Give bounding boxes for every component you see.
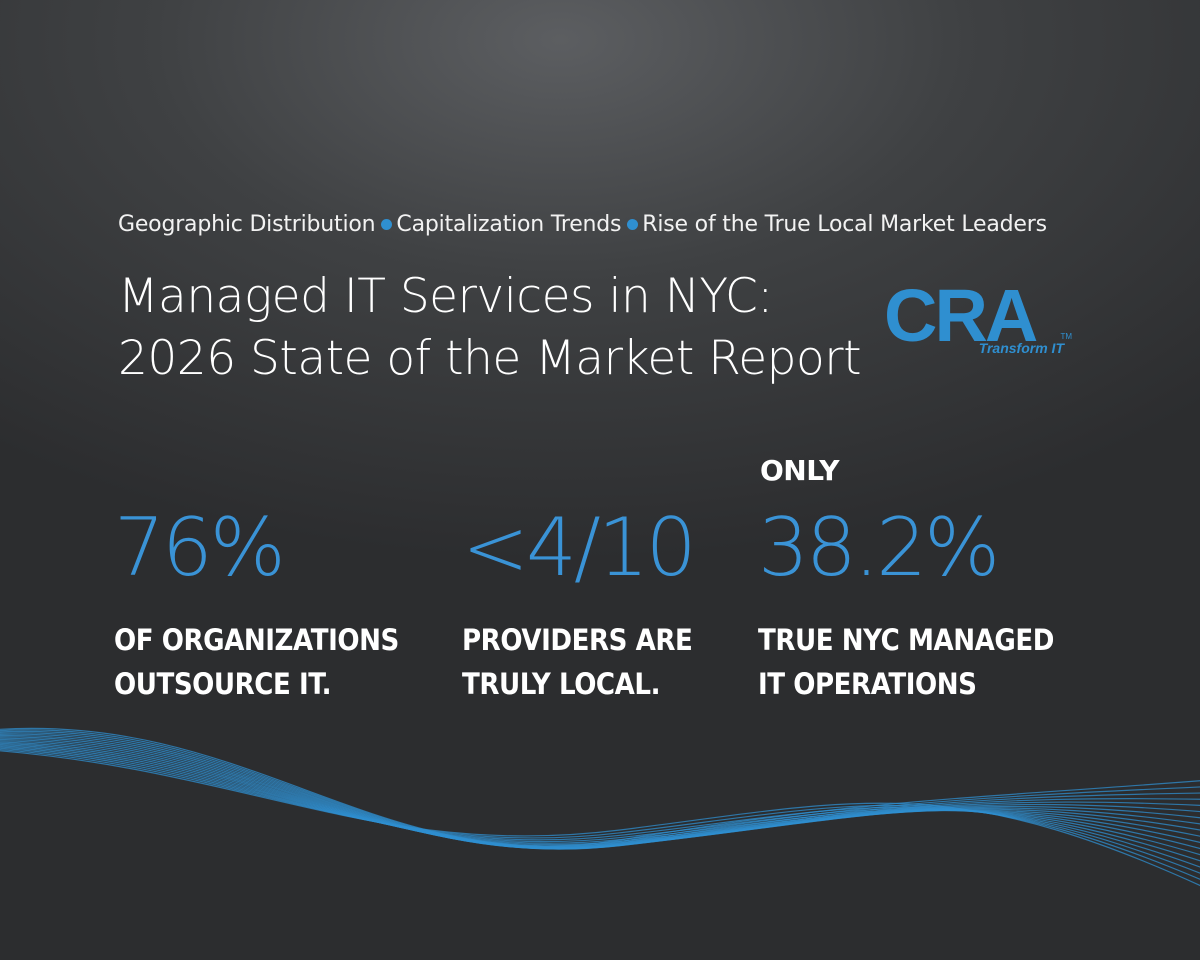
wave-line	[0, 741, 1200, 848]
stat-local-providers: <4/10 PROVIDERS ARE TRULY LOCAL.	[462, 500, 718, 706]
stat-desc-line-2: TRULY LOCAL.	[462, 667, 661, 701]
bullet-dot-icon	[381, 218, 393, 230]
tagline-item-local-leaders: Rise of the True Local Market Leaders	[642, 212, 1047, 237]
stat-true-nyc: ONLY 38.2% TRUE NYC MANAGED IT OPERATION…	[758, 454, 1087, 706]
wave-line	[0, 727, 1200, 847]
tagline-item-geographic: Geographic Distribution	[118, 212, 376, 237]
stat-desc-line-2: IT OPERATIONS	[758, 667, 977, 701]
stat-desc-line-1: TRUE NYC MANAGED	[758, 623, 1055, 657]
stat-prefix: ONLY	[760, 454, 840, 487]
title-line-2: 2026 State of the Market Report	[118, 331, 862, 386]
cra-logo: CRA TM Transform IT	[884, 276, 1084, 358]
stat-desc-line-1: OF ORGANIZATIONS	[114, 623, 399, 657]
decorative-waves	[0, 727, 1200, 887]
stat-outsource: 76% OF ORGANIZATIONS OUTSOURCE IT.	[114, 500, 430, 706]
logo-wordmark: CRA	[884, 274, 1038, 357]
logo-trademark: TM	[1060, 332, 1072, 341]
wave-line	[0, 747, 1200, 874]
tagline-item-capitalization: Capitalization Trends	[396, 212, 622, 237]
stat-description: PROVIDERS ARE TRULY LOCAL.	[462, 618, 693, 706]
wave-line	[0, 729, 1200, 848]
bullet-dot-icon	[627, 218, 639, 230]
wave-line	[0, 742, 1200, 850]
stat-value: 76%	[114, 501, 286, 594]
stat-value: 38.2%	[758, 501, 1000, 594]
logo-tagline: Transform IT	[978, 340, 1064, 356]
stat-description: OF ORGANIZATIONS OUTSOURCE IT.	[114, 618, 399, 706]
stat-description: TRUE NYC MANAGED IT OPERATIONS	[758, 618, 1054, 706]
wave-line	[0, 743, 1200, 856]
wave-line	[0, 750, 1200, 887]
report-title: Managed IT Services in NYC: 2026 State o…	[118, 266, 862, 390]
title-line-1: Managed IT Services in NYC:	[118, 269, 773, 324]
topic-tagline: Geographic Distribution Capitalization Tr…	[118, 212, 1047, 237]
stat-value: <4/10	[462, 501, 697, 594]
stat-desc-line-1: PROVIDERS ARE	[462, 623, 693, 657]
stat-desc-line-2: OUTSOURCE IT.	[114, 667, 332, 701]
wave-line	[0, 740, 1200, 849]
